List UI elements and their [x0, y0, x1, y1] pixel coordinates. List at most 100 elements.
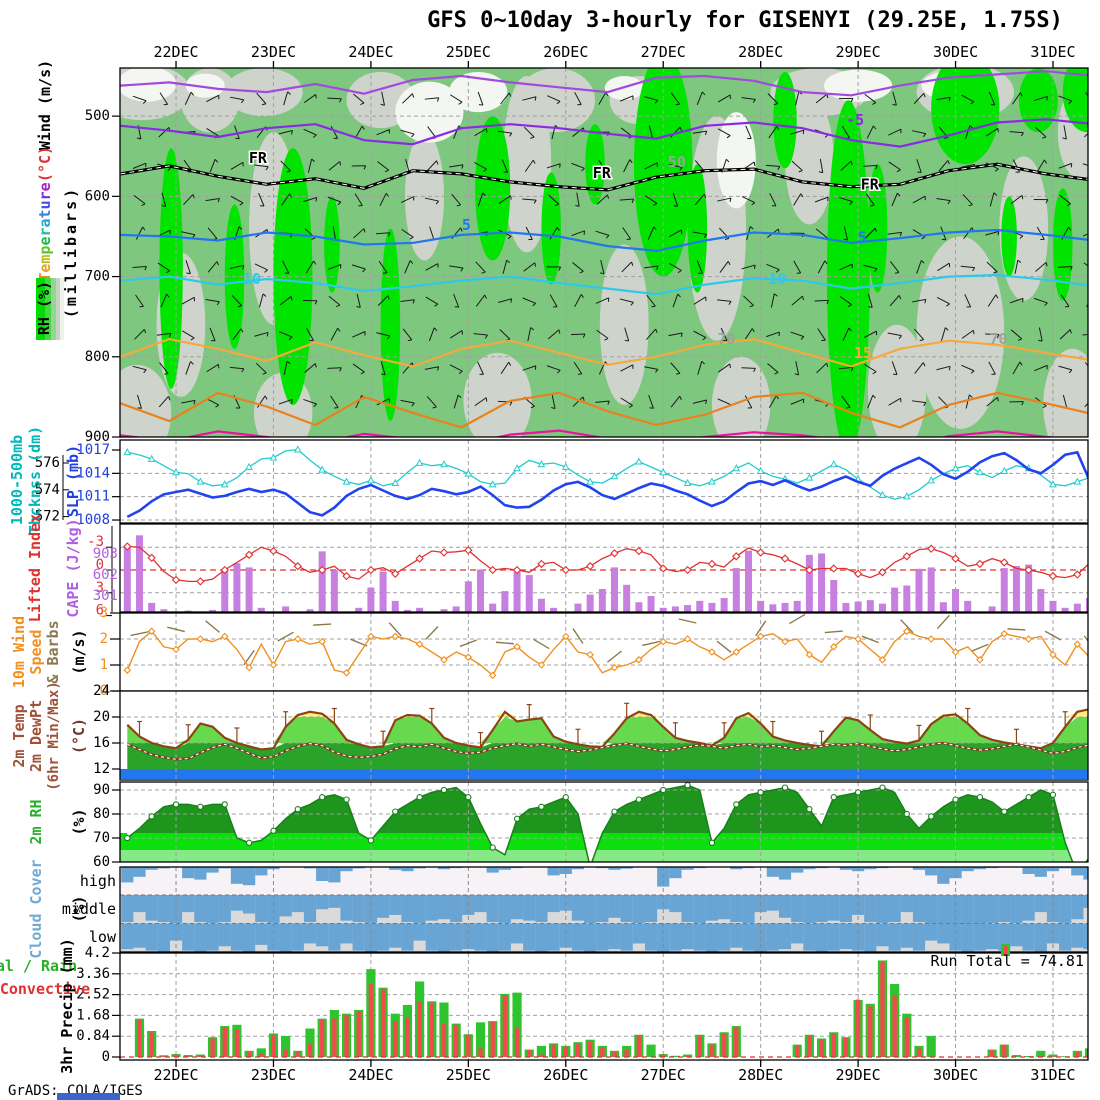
- contour-label-5: 5: [857, 228, 866, 246]
- x-label-bottom: 27DEC: [641, 1066, 686, 1084]
- x-label-top: 25DEC: [446, 43, 491, 61]
- contour-label-FR: FR: [861, 175, 880, 193]
- panel-cape-li: [120, 524, 1088, 612]
- svg-text:60: 60: [93, 854, 110, 870]
- svg-text:1011: 1011: [76, 489, 110, 505]
- svg-text:700: 700: [85, 269, 110, 285]
- svg-text:90: 90: [93, 782, 110, 798]
- svg-text:800: 800: [85, 349, 110, 365]
- run-total-label: Run Total = 74.81: [930, 952, 1084, 970]
- label-10m-wind: 10m Wind: [10, 616, 28, 688]
- label-temp2-unit: (°C): [70, 718, 88, 754]
- contour-label-5: 5: [462, 216, 471, 234]
- contour-label-FR: FR: [249, 149, 268, 167]
- contour-label--5: -5: [846, 111, 864, 129]
- svg-text:4.2: 4.2: [85, 945, 110, 961]
- svg-text:0: 0: [96, 557, 104, 573]
- panel-2m-temp: [120, 691, 1088, 780]
- x-label-top: 30DEC: [933, 43, 978, 61]
- panel-precip: [120, 953, 1088, 1060]
- label-lifted-index: Lifted Index: [26, 514, 44, 622]
- x-label-top: 31DEC: [1030, 43, 1075, 61]
- x-label-top: 26DEC: [543, 43, 588, 61]
- svg-text:-3: -3: [87, 534, 104, 550]
- svg-text:574: 574: [35, 482, 60, 498]
- svg-text:1014: 1014: [76, 465, 110, 481]
- label-total-rain: tal / Rain: [0, 957, 77, 975]
- contour-label-10: 10: [768, 270, 786, 288]
- svg-text:0: 0: [100, 683, 108, 699]
- svg-text:1017: 1017: [76, 442, 110, 458]
- label-2m-rh: 2m RH: [27, 799, 45, 844]
- x-label-bottom: 31DEC: [1030, 1066, 1075, 1084]
- label-thickness-2: Thcknss (dm): [26, 426, 44, 534]
- label-slp: SLP (mb): [64, 445, 82, 517]
- label-wind-ms: Wind (m/s): [36, 60, 54, 150]
- svg-text:1: 1: [100, 657, 108, 673]
- svg-text:576: 576: [35, 455, 60, 471]
- svg-text:3: 3: [96, 580, 104, 596]
- precip-legend-icon: [1001, 944, 1010, 956]
- x-label-bottom: 25DEC: [446, 1066, 491, 1084]
- x-label-top: 28DEC: [738, 43, 783, 61]
- svg-text:24: 24: [93, 683, 110, 699]
- svg-text:high: high: [80, 872, 116, 890]
- panel-10m-wind: [120, 613, 1088, 691]
- svg-text:602: 602: [93, 567, 118, 583]
- svg-text:0: 0: [102, 1049, 110, 1065]
- label-cape: CAPE (J/kg): [64, 518, 82, 617]
- x-label-bottom: 23DEC: [251, 1066, 296, 1084]
- svg-text:low: low: [89, 928, 117, 946]
- contour-label-70: 70: [989, 330, 1007, 348]
- x-label-top: 27DEC: [641, 43, 686, 61]
- label-convective: Convective: [0, 980, 90, 998]
- svg-text:2: 2: [100, 631, 108, 647]
- x-label-bottom: 28DEC: [738, 1066, 783, 1084]
- x-label-bottom: 29DEC: [836, 1066, 881, 1084]
- label-rh-unit: (%): [70, 808, 88, 835]
- svg-text:0.84: 0.84: [76, 1028, 110, 1044]
- grads-logo-strip: [57, 1093, 120, 1100]
- x-label-top: 22DEC: [153, 43, 198, 61]
- contour-label-10: 10: [243, 270, 261, 288]
- x-label-top: 24DEC: [348, 43, 393, 61]
- contour-label-50: 50: [668, 153, 686, 171]
- label-rh-shaded: RH (%): [35, 281, 53, 335]
- svg-text:572: 572: [35, 509, 60, 525]
- label-2m-temp: 2m Temp: [10, 704, 28, 767]
- svg-text:2.52: 2.52: [76, 987, 110, 1003]
- svg-text:600: 600: [85, 188, 110, 204]
- panel-cross-section: -5 FR FR FR 5 5 10 10 15 50 70 70: [120, 68, 1088, 437]
- x-label-top: 29DEC: [836, 43, 881, 61]
- svg-text:3: 3: [100, 605, 108, 621]
- contour-label-15: 15: [854, 344, 872, 362]
- label-wind-speed: Speed: [27, 629, 45, 674]
- label-cloud-unit: (%): [70, 895, 88, 922]
- svg-text:903: 903: [93, 546, 118, 562]
- contour-label-FR: FR: [593, 164, 612, 182]
- x-label-top: 23DEC: [251, 43, 296, 61]
- svg-text:3.36: 3.36: [76, 966, 110, 982]
- svg-text:80: 80: [93, 806, 110, 822]
- contour-label-70: 70: [718, 330, 736, 348]
- label-minmax: (6hr Min/Max): [46, 681, 62, 791]
- x-label-bottom: 24DEC: [348, 1066, 393, 1084]
- wind-barbs-upper: [132, 91, 1088, 410]
- svg-text:6: 6: [96, 603, 104, 619]
- svg-text:1008: 1008: [76, 512, 110, 528]
- svg-text:16: 16: [93, 735, 110, 751]
- x-label-bottom: 22DEC: [153, 1066, 198, 1084]
- page-title: GFS 0~10day 3-hourly for GISENYI (29.25E…: [427, 8, 1063, 33]
- panel-cloud-cover: [120, 867, 1088, 952]
- svg-text:20: 20: [93, 709, 110, 725]
- label-thickness-1: 1000-500mb: [8, 435, 26, 525]
- svg-text:1.68: 1.68: [76, 1007, 110, 1023]
- svg-text:middle: middle: [62, 900, 116, 918]
- svg-text:500: 500: [85, 108, 110, 124]
- label-cloud-cover: Cloud Cover: [27, 859, 45, 958]
- x-label-bottom: 30DEC: [933, 1066, 978, 1084]
- panel-2m-rh: [120, 782, 1088, 862]
- svg-text:900: 900: [85, 429, 110, 445]
- svg-text:301: 301: [93, 588, 118, 604]
